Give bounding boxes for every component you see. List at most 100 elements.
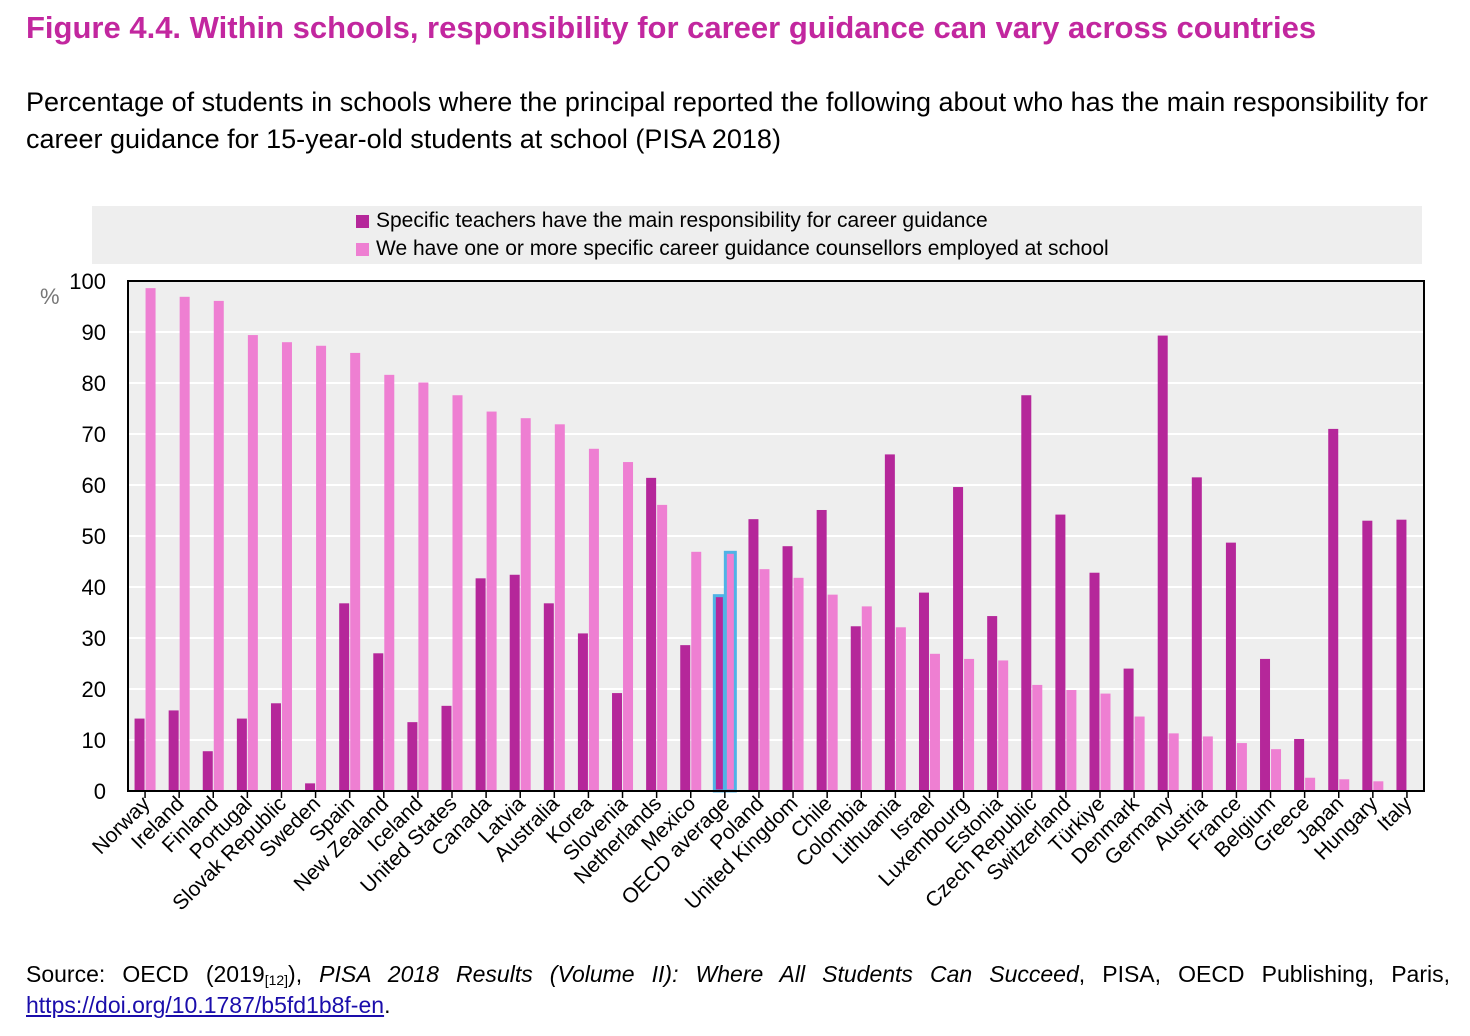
legend-swatch-counsellors <box>356 242 369 256</box>
bar-teachers <box>168 710 179 791</box>
bar-counsellors <box>384 374 395 791</box>
bar-teachers <box>407 722 418 791</box>
y-tick-label: 90 <box>82 320 106 345</box>
figure-title: Figure 4.4. Within schools, responsibili… <box>26 10 1317 45</box>
bar-teachers <box>577 633 588 791</box>
y-tick-label: 100 <box>69 269 106 294</box>
figure-subtitle: Percentage of students in schools where … <box>26 87 1428 154</box>
bar-teachers <box>509 574 520 791</box>
source-title: PISA 2018 Results (Volume II): Where All… <box>319 961 1079 987</box>
bar-teachers <box>1021 395 1032 791</box>
bar-teachers <box>202 751 213 791</box>
bar-counsellors <box>1271 749 1282 791</box>
bar-teachers <box>475 578 486 791</box>
legend-label-teachers: Specific teachers have the main responsi… <box>376 209 988 232</box>
y-tick-label: 60 <box>82 473 106 498</box>
bar-teachers <box>987 616 998 791</box>
source-ref: [12] <box>264 972 289 988</box>
y-axis-ticks: 0 10 20 30 40 50 60 70 80 90 100 <box>69 269 106 804</box>
bar-counsellors <box>827 594 838 791</box>
y-tick-label: 0 <box>94 779 106 804</box>
bar-counsellors <box>723 550 737 793</box>
bar-teachers <box>816 509 827 791</box>
bar-counsellors <box>1066 690 1077 791</box>
bar-teachers <box>1123 668 1134 791</box>
bar-counsellors <box>861 606 872 791</box>
y-tick-label: 50 <box>82 524 106 549</box>
bar-counsellors <box>964 658 975 791</box>
bar-counsellors <box>623 462 634 791</box>
source-note: Source: OECD (2019[12]), PISA 2018 Resul… <box>26 958 1450 994</box>
y-tick-label: 40 <box>82 575 106 600</box>
bar-counsellors <box>486 411 497 791</box>
bar-teachers <box>1396 519 1407 791</box>
bar-counsellors <box>247 335 258 791</box>
bar-teachers <box>712 594 726 793</box>
bar-counsellors <box>1168 733 1179 791</box>
y-tick-label: 70 <box>82 422 106 447</box>
bar-counsellors <box>145 288 156 791</box>
bar-teachers <box>441 705 452 791</box>
source-link-line: https://doi.org/10.1787/b5fd1b8f-en. <box>26 992 390 1019</box>
bar-counsellors <box>929 653 940 791</box>
bar-counsellors <box>895 627 906 791</box>
bar-counsellors <box>1305 777 1316 791</box>
bar-teachers <box>1328 428 1339 791</box>
y-tick-label: 30 <box>82 626 106 651</box>
bar-teachers <box>612 693 623 791</box>
bar-counsellors <box>1339 779 1350 791</box>
bar-counsellors <box>1032 684 1043 791</box>
legend: Specific teachers have the main responsi… <box>92 206 1422 264</box>
bar-teachers <box>1225 542 1236 791</box>
bar-teachers <box>953 487 964 791</box>
bar-teachers <box>339 603 350 791</box>
bar-teachers <box>1055 514 1066 791</box>
bar-teachers <box>1191 477 1202 791</box>
bar-counsellors <box>691 551 702 791</box>
bar-counsellors <box>520 418 531 791</box>
bar-counsellors <box>1373 781 1384 791</box>
bar-counsellors <box>1100 693 1111 791</box>
bar-teachers <box>373 653 384 791</box>
bars <box>134 288 1407 793</box>
bar-counsellors <box>588 448 599 791</box>
bar-teachers <box>1294 738 1305 791</box>
bar-teachers <box>134 718 145 791</box>
legend-item-counsellors: We have one or more specific career guid… <box>356 237 1109 261</box>
legend-swatch-teachers <box>356 214 369 228</box>
legend-item-teachers: Specific teachers have the main responsi… <box>356 209 988 233</box>
bar-teachers <box>1089 572 1100 791</box>
bar-teachers <box>270 703 281 791</box>
source-prefix: Source: OECD (2019 <box>26 961 265 987</box>
x-tick-label: Italy <box>1373 792 1417 836</box>
bar-teachers <box>1260 658 1271 791</box>
bar-counsellors <box>179 296 190 791</box>
bar-counsellors <box>418 382 429 791</box>
y-tick-label: 10 <box>82 728 106 753</box>
source-suffix: , PISA, OECD Publishing, Paris, <box>1078 961 1450 987</box>
y-tick-label: 20 <box>82 677 106 702</box>
bar-counsellors <box>759 569 770 791</box>
bar-teachers <box>918 592 929 791</box>
bar-counsellors <box>554 424 565 791</box>
y-tick-label: 80 <box>82 371 106 396</box>
bar-counsellors <box>793 577 804 791</box>
bar-counsellors <box>452 395 463 791</box>
bar-teachers <box>884 454 895 791</box>
bar-teachers <box>748 519 759 791</box>
doi-link[interactable]: https://doi.org/10.1787/b5fd1b8f-en <box>26 992 385 1018</box>
legend-label-counsellors: We have one or more specific career guid… <box>376 237 1109 260</box>
bar-counsellors <box>998 660 1009 791</box>
bar-teachers <box>782 546 793 791</box>
bar-counsellors <box>350 352 361 791</box>
bar-counsellors <box>1134 716 1145 791</box>
bar-teachers <box>1157 335 1168 791</box>
bar-teachers <box>236 718 247 791</box>
bar-counsellors <box>1236 743 1247 791</box>
bar-counsellors <box>281 342 292 791</box>
bar-counsellors <box>657 504 668 791</box>
bar-counsellors <box>316 345 327 791</box>
source-mid: ), <box>288 961 320 987</box>
